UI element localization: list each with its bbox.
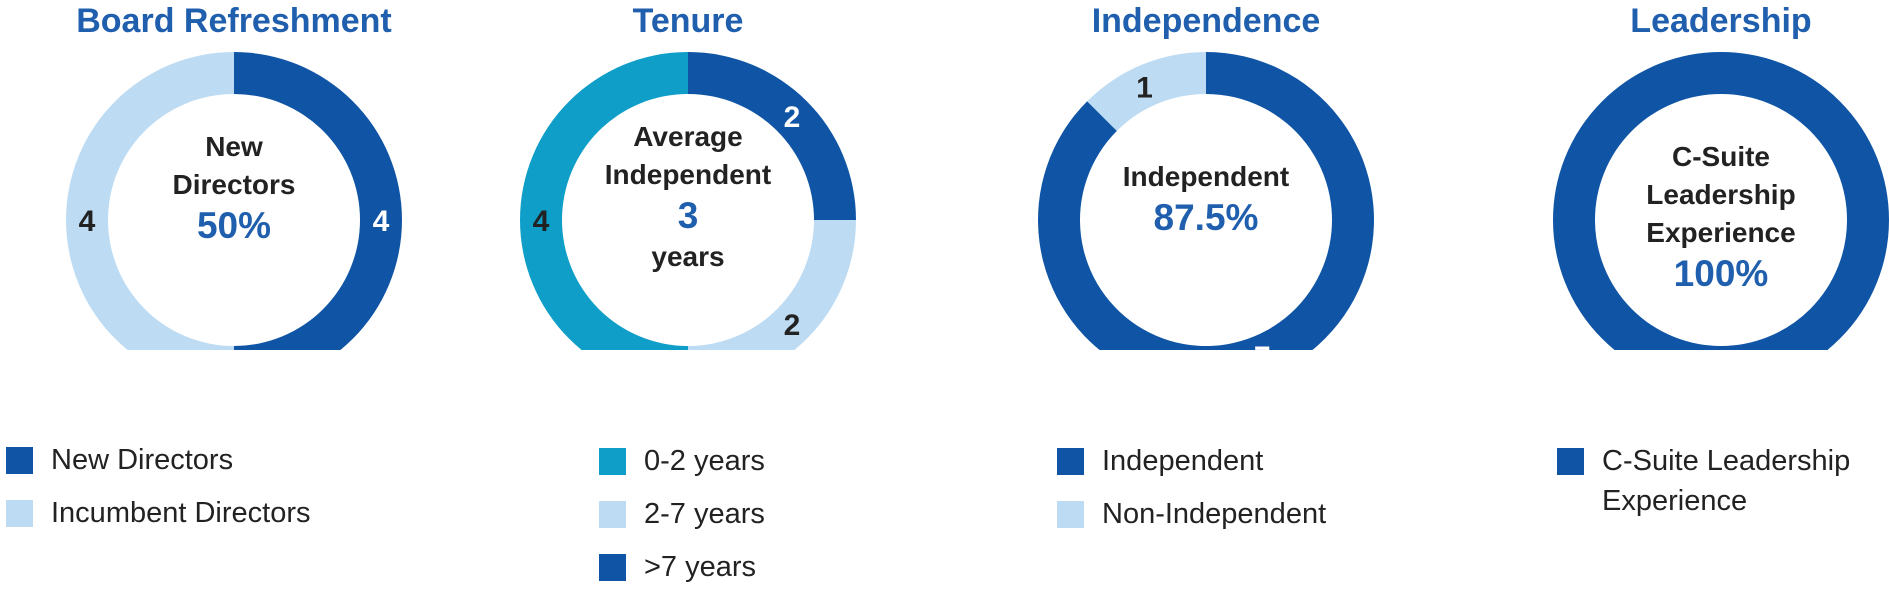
legend-label: C-Suite Leadership Experience (1602, 445, 1851, 517)
leadership-donut: 8 (1553, 52, 1889, 350)
leadership-panel: Leadership 8 C-Suite Leadership Experience… (1485, 0, 1889, 590)
slice-7-years (688, 52, 856, 220)
tenure-donut: 2 2 4 (520, 52, 856, 350)
board-refreshment-donut: 44 (66, 52, 402, 350)
center-value: 3 (677, 195, 699, 236)
legend-swatch (1057, 501, 1084, 528)
legend-swatch (599, 501, 626, 528)
board-refreshment-title: Board Refreshment (76, 2, 392, 40)
center-label-line: Experience (1646, 217, 1796, 248)
slice-new-directors (234, 52, 402, 350)
tenure-center: Average Independent 3 years (452, 118, 924, 276)
legend-label: 2-7 years (644, 498, 765, 530)
independence-title: Independence (1091, 2, 1321, 40)
center-label-line: Independent (604, 159, 772, 190)
independence-center: Independent 87.5% (970, 158, 1442, 240)
center-value: 100% (1673, 253, 1769, 294)
slice-2-7-years (688, 220, 856, 350)
legend-swatch (6, 447, 33, 474)
leadership-title: Leadership (1630, 2, 1812, 40)
center-label-line: Average (633, 121, 743, 152)
slice-value-label: 2 (784, 101, 801, 134)
center-label-line: New (205, 131, 263, 162)
legend-swatch (1057, 448, 1084, 475)
legend-label: >7 years (644, 551, 757, 583)
center-unit: years (651, 241, 725, 272)
slice-non-independent (1087, 52, 1206, 131)
slice-value-label: 1 (1136, 72, 1153, 105)
tenure-panel: Tenure 2 2 4 Average Independent 3 years 0-2 … (452, 0, 924, 590)
slice-value-label: 7 (1254, 341, 1271, 350)
slice-value-label: 4 (373, 205, 390, 238)
legend-swatch (599, 554, 626, 581)
independence-donut: 71 (1038, 52, 1374, 350)
legend-swatch (6, 500, 33, 527)
leadership-center: C-Suite Leadership Experience 100% (1485, 138, 1889, 296)
slice-value-label: 4 (533, 205, 550, 238)
center-value: 50% (196, 205, 272, 246)
slice-c-suite-leadership-experience (1553, 52, 1889, 350)
center-label-line: Independent (1122, 161, 1290, 192)
legend-label: Non-Independent (1102, 498, 1327, 530)
slice-independent (1038, 52, 1374, 350)
slice-value-label: 4 (79, 205, 96, 238)
slice-incumbent-directors (66, 52, 234, 350)
slice-value-label: 2 (784, 309, 801, 342)
legend-label: Incumbent Directors (51, 497, 311, 529)
slice-0-2-years (520, 52, 688, 350)
legend-label: 0-2 years (644, 445, 765, 477)
legend-swatch (1557, 448, 1584, 475)
legend-swatch (599, 448, 626, 475)
board-refreshment-center: New Directors 50% (0, 128, 470, 248)
center-label-line: Leadership (1646, 179, 1796, 210)
legend-label: New Directors (51, 444, 234, 476)
center-value: 87.5% (1153, 197, 1259, 238)
tenure-title: Tenure (632, 2, 744, 40)
legend-label: Independent (1102, 445, 1264, 477)
center-label-line: C-Suite (1672, 141, 1770, 172)
center-label-line: Directors (172, 169, 296, 200)
